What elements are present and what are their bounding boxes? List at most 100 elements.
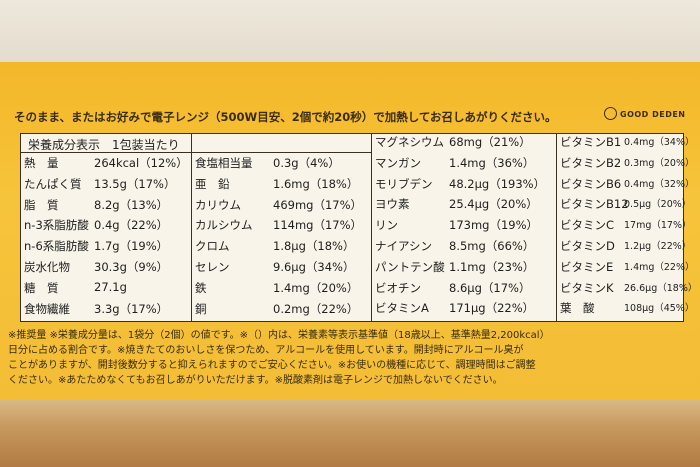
nutrient-name: 銅 xyxy=(195,301,207,316)
nutrient-amount: 9.6μg（34%） xyxy=(273,260,355,274)
nutrient-amount: 1.4mg（22%） xyxy=(624,261,695,273)
nutrient-amount: 0.5μg（20%） xyxy=(624,199,692,211)
table-row: ビオチン 8.6μg（17%） xyxy=(375,280,530,296)
bread-area xyxy=(0,400,700,467)
nutrient-name: ビタミンK xyxy=(560,280,614,295)
nutrient-name: ナイアシン xyxy=(375,239,433,253)
nutrient-name: 炭水化物 xyxy=(24,260,70,274)
note-line: 日分に占める割合です。※焼きたてのおいしさを保つため、アルコールを使用しています… xyxy=(8,345,524,356)
table-row: セレン 9.6μg（34%） xyxy=(195,259,354,275)
table-row: マグネシウム 68mg（21%） xyxy=(375,134,531,150)
nutrient-amount: 25.4μg（20%） xyxy=(449,197,538,212)
table-header: 栄養成分表示 1包装当たり xyxy=(28,138,180,152)
nutrient-amount: 469mg（17%） xyxy=(273,197,363,212)
table-row: 葉 酸 108μg（45%） xyxy=(560,300,694,316)
nutrient-name: クロム xyxy=(195,239,230,254)
note-line: ください。※あたためなくてもお召しあがりいただけます。※脱酸素剤は電子レンジで加… xyxy=(8,375,503,386)
table-row: ビタミンA 171μg（22%） xyxy=(375,300,534,316)
nutrient-name: セレン xyxy=(195,260,230,274)
nutrient-amount: 0.4g（22%） xyxy=(94,218,169,233)
nutrient-name: たんぱく質 xyxy=(24,176,82,191)
table-row: ビタミンB6 0.4mg（32%） xyxy=(560,176,695,192)
nutrient-name: 脂 質 xyxy=(24,197,59,212)
nutrient-amount: 3.3g（17%） xyxy=(94,301,169,316)
divider xyxy=(191,134,192,321)
divider xyxy=(556,134,557,321)
table-row: ビタミンB1 0.4mg（34%） xyxy=(560,134,695,150)
nutrient-amount: 13.5g（17%） xyxy=(94,176,176,191)
nutrient-amount: 264kcal（12%） xyxy=(94,156,188,170)
nutrient-name: 熱 量 xyxy=(24,156,59,170)
table-row: ビタミンB12 0.5μg（20%） xyxy=(560,196,691,212)
nutrient-name: 鉄 xyxy=(195,280,207,295)
nutrient-name: ヨウ素 xyxy=(375,197,410,212)
table-row: 鉄 1.4mg（20%） xyxy=(195,280,358,296)
nutrient-name: 食塩相当量 xyxy=(195,156,253,170)
nutrient-amount: 0.4mg（32%） xyxy=(624,178,695,190)
note-line: ことがありますが、開封後数分すると抑えられますのでご安心ください。※お使いの機種… xyxy=(8,360,536,371)
nutrient-amount: 114mg（17%） xyxy=(273,218,363,233)
nutrient-name: n-6系脂肪酸 xyxy=(24,239,89,254)
nutrient-amount: 0.3g（4%） xyxy=(273,156,340,170)
nutrient-amount: 30.3g（9%） xyxy=(94,260,169,274)
nutrient-name: ビタミンD xyxy=(560,239,615,253)
nutrient-name: 葉 酸 xyxy=(560,301,595,316)
nutrient-amount: 1.2μg（22%） xyxy=(624,241,692,252)
nutrient-name: ビタミンB6 xyxy=(560,176,622,191)
nutrient-name: 食物繊維 xyxy=(24,301,70,316)
nutrient-name: ビタミンE xyxy=(560,259,614,274)
nutrient-name: ビタミンB12 xyxy=(560,197,629,212)
nutrient-name: カルシウム xyxy=(195,218,253,233)
nutrient-amount: 1.7g（19%） xyxy=(94,239,169,254)
nutrient-name: n-3系脂肪酸 xyxy=(24,218,89,233)
table-row: リン 173mg（19%） xyxy=(375,217,538,233)
table-row: ビタミンE 1.4mg（22%） xyxy=(560,259,695,275)
table-row: 脂 質 8.2g（13%） xyxy=(24,197,168,213)
nutrient-amount: 1.4mg（20%） xyxy=(273,280,359,295)
nutrient-name: ビオチン xyxy=(375,280,421,295)
nutrient-name: 亜 鉛 xyxy=(195,176,230,191)
nutrient-amount: 26.6μg（18%） xyxy=(624,282,698,294)
table-row: n-6系脂肪酸 1.7g（19%） xyxy=(24,238,168,254)
logo-mark xyxy=(604,107,617,120)
table-row: 食塩相当量 0.3g（4%） xyxy=(195,155,340,171)
nutrient-amount: 108μg（45%） xyxy=(624,303,695,315)
nutrient-amount: 8.6μg（17%） xyxy=(449,280,531,295)
nutrient-name: ビタミンB1 xyxy=(560,135,622,149)
nutrition-table xyxy=(20,133,684,322)
divider xyxy=(371,134,372,321)
nutrient-amount: 1.4mg（36%） xyxy=(449,155,535,170)
nutrient-amount: 1.8μg（18%） xyxy=(273,239,355,254)
nutrient-amount: 1.1mg（23%） xyxy=(449,259,535,274)
table-row: マンガン 1.4mg（36%） xyxy=(375,155,534,171)
nutrient-amount: 171μg（22%） xyxy=(449,301,535,316)
nutrient-amount: 68mg（21%） xyxy=(449,135,531,149)
table-row: カリウム 469mg（17%） xyxy=(195,197,362,213)
nutrient-amount: 17mg（17%） xyxy=(624,220,692,232)
table-row: 食物繊維 3.3g（17%） xyxy=(24,301,168,317)
table-row: 糖 質 27.1g xyxy=(24,280,127,296)
table-row: ヨウ素 25.4μg（20%） xyxy=(375,196,538,212)
nutrient-amount: 8.2g（13%） xyxy=(94,197,169,212)
table-row: 亜 鉛 1.6mg（18%） xyxy=(195,176,358,192)
table-row: 熱 量 264kcal（12%） xyxy=(24,155,188,171)
table-row: たんぱく質 13.5g（17%） xyxy=(24,176,175,192)
nutrient-amount: 48.2μg（193%） xyxy=(449,176,546,191)
nutrient-name: マグネシウム xyxy=(375,135,444,149)
table-row: 銅 0.2mg（22%） xyxy=(195,301,358,317)
table-row: パントテン酸 1.1mg（23%） xyxy=(375,259,534,275)
table-row: ナイアシン 8.5mg（66%） xyxy=(375,238,534,254)
nutrient-amount: 8.5mg（66%） xyxy=(449,239,535,253)
table-row: ビタミンC 17mg（17%） xyxy=(560,217,692,233)
nutrient-name: 糖 質 xyxy=(24,280,59,295)
nutrient-name: ビタミンA xyxy=(375,301,429,316)
table-row: ビタミンK 26.6μg（18%） xyxy=(560,280,697,296)
nutrient-amount: 173mg（19%） xyxy=(449,218,539,233)
background-top xyxy=(0,0,700,62)
nutrient-name: ビタミンC xyxy=(560,218,615,233)
nutrient-name: マンガン xyxy=(375,155,421,170)
table-row: n-3系脂肪酸 0.4g（22%） xyxy=(24,217,168,233)
nutrient-amount: 0.2mg（22%） xyxy=(273,301,359,316)
nutrient-amount: 1.6mg（18%） xyxy=(273,176,359,191)
table-row: モリブデン 48.2μg（193%） xyxy=(375,176,545,192)
